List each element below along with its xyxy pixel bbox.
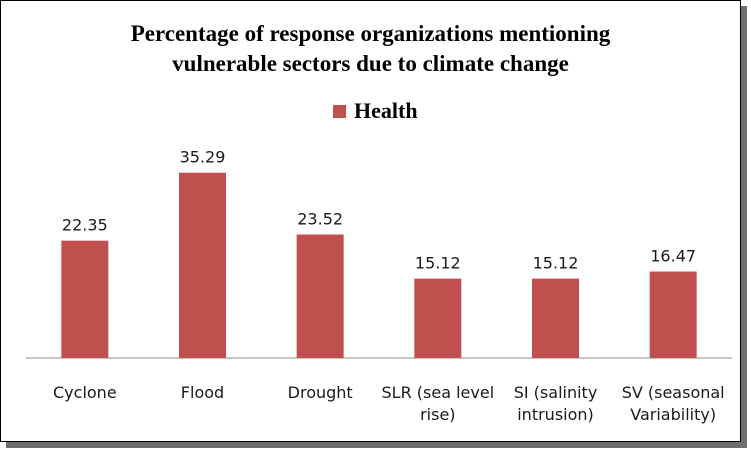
data-label-2: 23.52: [297, 210, 343, 229]
legend-swatch-health: [333, 104, 346, 118]
x-tick-label-0-0: Cyclone: [53, 383, 117, 402]
bar-4: [532, 278, 579, 358]
chart-frame: Percentage of response organizations men…: [0, 0, 741, 442]
chart-title-line-2: vulnerable sectors due to climate change: [172, 51, 569, 76]
chart-title-line-1: Percentage of response organizations men…: [130, 21, 611, 46]
bar-3: [414, 278, 462, 358]
data-label-4: 15.12: [533, 254, 579, 273]
legend-label-health: Health: [354, 98, 418, 123]
chart-title: Percentage of response organizations men…: [1, 19, 740, 79]
data-label-0: 22.35: [62, 216, 108, 235]
x-tick-label-4-0: SI (salinity: [514, 383, 598, 402]
x-tick-label-2-0: Drought: [288, 383, 353, 402]
legend: Health: [333, 98, 418, 124]
x-tick-label-4-1: intrusion): [517, 405, 594, 424]
bar-1: [179, 172, 226, 358]
bar-2: [296, 234, 344, 358]
x-tick-label-3-1: rise): [420, 405, 455, 424]
x-tick-label-1-0: Flood: [181, 383, 224, 402]
x-tick-label-5-0: SV (seasonal: [622, 383, 725, 402]
x-tick-label-3-0: SLR (sea level: [382, 383, 495, 402]
data-label-1: 35.29: [180, 148, 226, 167]
data-label-3: 15.12: [415, 254, 461, 273]
plot-area: 22.35 Cyclone 35.29 Flood 23.52 Drought 15.12 S…: [26, 148, 732, 424]
x-tick-label-5-1: Variability): [630, 405, 716, 424]
data-label-5: 16.47: [650, 247, 696, 266]
bar-5: [649, 271, 697, 358]
bar-0: [61, 240, 109, 358]
